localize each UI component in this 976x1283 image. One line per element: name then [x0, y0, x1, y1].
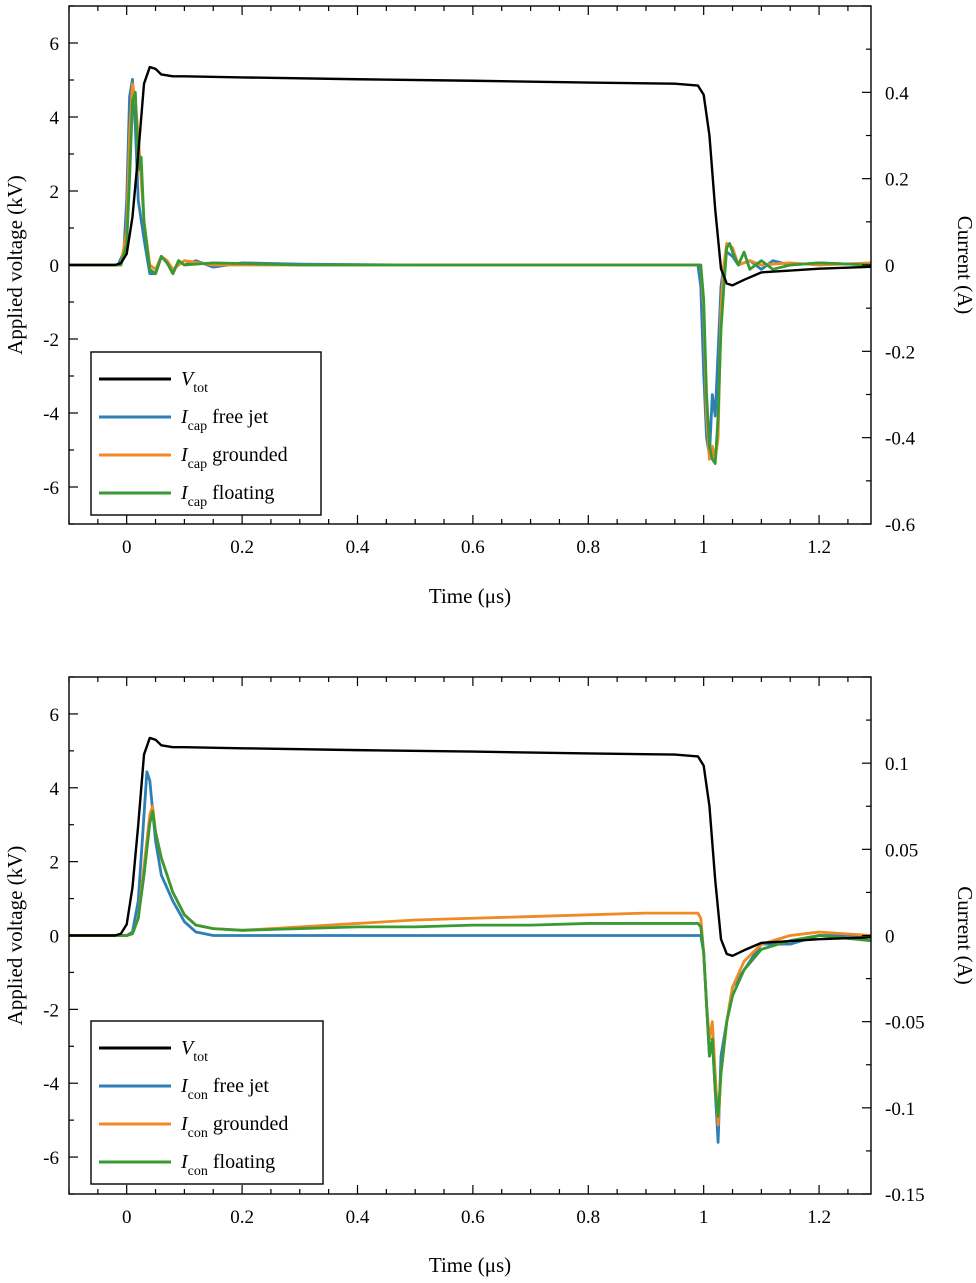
y2-axis-title: Current (A)	[953, 886, 976, 985]
legend-entry: Icap grounded	[180, 444, 288, 472]
x-tick-label: 0.2	[230, 1207, 254, 1228]
y2-tick-label: 0	[885, 256, 895, 277]
x-tick-label: 0.4	[346, 537, 370, 558]
y-tick-label: 4	[50, 108, 60, 129]
y-tick-label: 2	[50, 853, 60, 874]
y2-tick-label: -0.15	[885, 1185, 925, 1206]
x-tick-label: 1.2	[807, 1207, 831, 1228]
y2-tick-label: 0	[885, 927, 895, 948]
y2-tick-label: -0.05	[885, 1013, 925, 1034]
y2-tick-label: 0.05	[885, 840, 918, 861]
y2-tick-label: 0.2	[885, 170, 909, 191]
x-tick-label: 0.2	[230, 537, 254, 558]
y-tick-label: 6	[50, 705, 60, 726]
legend-entry: Icon floating	[180, 1151, 275, 1179]
x-axis-title: Time (μs)	[429, 1253, 511, 1277]
legend: Vtot Icon free jet Icon grounded Icon float…	[90, 1020, 324, 1185]
legend-entry: Icap free jet	[180, 406, 269, 434]
y-tick-label: -4	[43, 1074, 59, 1095]
x-tick-label: 0.4	[346, 1207, 370, 1228]
x-tick-label: 1	[699, 1207, 709, 1228]
chart-panel-1: 0 0.2 0.4 0.6 0.8 1 1.2 -6 -4 -2 0 2 4 6 -0.6 -0.4 -0.2 0…	[3, 5, 976, 608]
x-tick-label: 0.6	[461, 537, 485, 558]
y-tick-label: -2	[43, 1000, 59, 1021]
legend-entry: Icon free jet	[180, 1075, 269, 1103]
legend-entry: Vtot	[181, 1037, 208, 1065]
y-tick-label: 6	[50, 34, 60, 55]
x-tick-label: 0	[122, 537, 132, 558]
y2-tick-label: -0.1	[885, 1099, 915, 1120]
y-tick-label: -6	[43, 478, 59, 499]
series-line-floating	[69, 810, 871, 1118]
y2-axis-title: Current (A)	[953, 216, 976, 315]
y-axis-title: Applied voltage (kV)	[3, 846, 27, 1026]
chart-panel-2: 0 0.2 0.4 0.6 0.8 1 1.2 -6 -4 -2 0 2 4 6 -0.15 -0.1 -0.0…	[3, 676, 976, 1277]
y-tick-label: 4	[50, 779, 60, 800]
legend-entry: Icap floating	[180, 482, 274, 510]
x-tick-label: 0	[122, 1207, 132, 1228]
x-tick-label: 1.2	[807, 537, 831, 558]
y-tick-label: -4	[43, 404, 59, 425]
y-axis-title: Applied voltage (kV)	[3, 175, 27, 355]
legend-entry: Icon grounded	[180, 1113, 288, 1141]
y-tick-label: 0	[50, 927, 60, 948]
legend: Vtot Icap free jet Icap grounded Icap float…	[90, 351, 322, 516]
y2-tick-label: -0.6	[885, 515, 915, 536]
y-tick-label: -2	[43, 330, 59, 351]
y2-tick-label: 0.1	[885, 754, 909, 775]
y2-tick-label: -0.2	[885, 342, 915, 363]
series-line-floating	[69, 90, 871, 465]
legend-entry: Vtot	[181, 368, 208, 396]
x-tick-label: 0.8	[576, 537, 600, 558]
series-line-V	[69, 65, 871, 287]
y2-tick-label: 0.4	[885, 83, 909, 104]
x-axis-title: Time (μs)	[429, 584, 511, 608]
y-tick-label: 0	[50, 256, 60, 277]
series-line-V	[69, 736, 871, 958]
y-tick-label: 2	[50, 182, 60, 203]
x-tick-label: 0.8	[576, 1207, 600, 1228]
x-tick-label: 1	[699, 537, 709, 558]
y-tick-label: -6	[43, 1148, 59, 1169]
y2-tick-label: -0.4	[885, 429, 916, 450]
x-tick-label: 0.6	[461, 1207, 485, 1228]
